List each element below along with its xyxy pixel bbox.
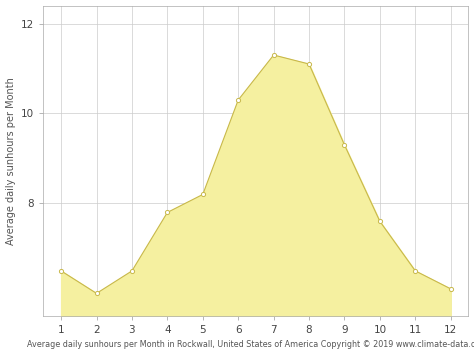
Y-axis label: Average daily sunhours per Month: Average daily sunhours per Month xyxy=(6,77,16,245)
X-axis label: Average daily sunhours per Month in Rockwall, United States of America Copyright: Average daily sunhours per Month in Rock… xyxy=(27,340,474,349)
